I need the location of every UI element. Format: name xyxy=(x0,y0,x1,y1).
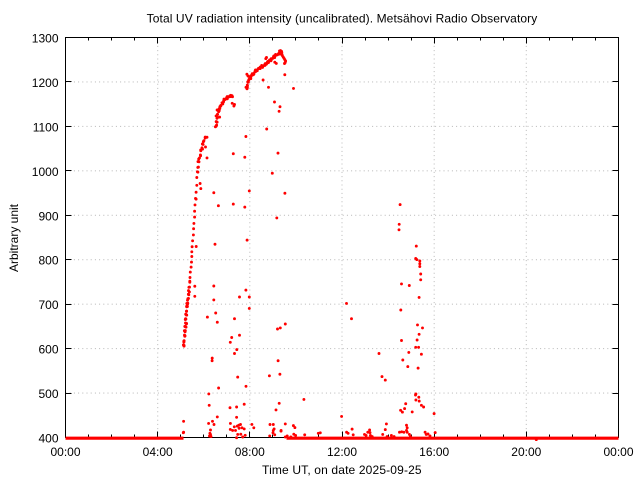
svg-text:20:00: 20:00 xyxy=(511,445,541,459)
svg-text:1000: 1000 xyxy=(32,165,59,179)
svg-text:Arbitrary unit: Arbitrary unit xyxy=(7,203,21,272)
svg-text:04:00: 04:00 xyxy=(143,445,173,459)
svg-text:Total UV radiation intensity (: Total UV radiation intensity (uncalibrat… xyxy=(147,12,538,26)
svg-text:12:00: 12:00 xyxy=(327,445,357,459)
svg-text:900: 900 xyxy=(38,209,58,223)
svg-text:1100: 1100 xyxy=(33,120,59,134)
svg-text:Time UT, on date 2025-09-25: Time UT, on date 2025-09-25 xyxy=(262,463,422,477)
svg-text:700: 700 xyxy=(38,298,58,312)
svg-text:00:00: 00:00 xyxy=(50,445,80,459)
svg-text:600: 600 xyxy=(38,343,58,357)
svg-text:00:00: 00:00 xyxy=(603,445,633,459)
svg-text:800: 800 xyxy=(38,254,58,268)
svg-text:400: 400 xyxy=(38,432,58,446)
svg-text:1300: 1300 xyxy=(32,32,59,46)
svg-text:500: 500 xyxy=(38,387,58,401)
svg-text:08:00: 08:00 xyxy=(235,445,265,459)
svg-text:16:00: 16:00 xyxy=(419,445,449,459)
svg-text:1200: 1200 xyxy=(32,76,59,90)
